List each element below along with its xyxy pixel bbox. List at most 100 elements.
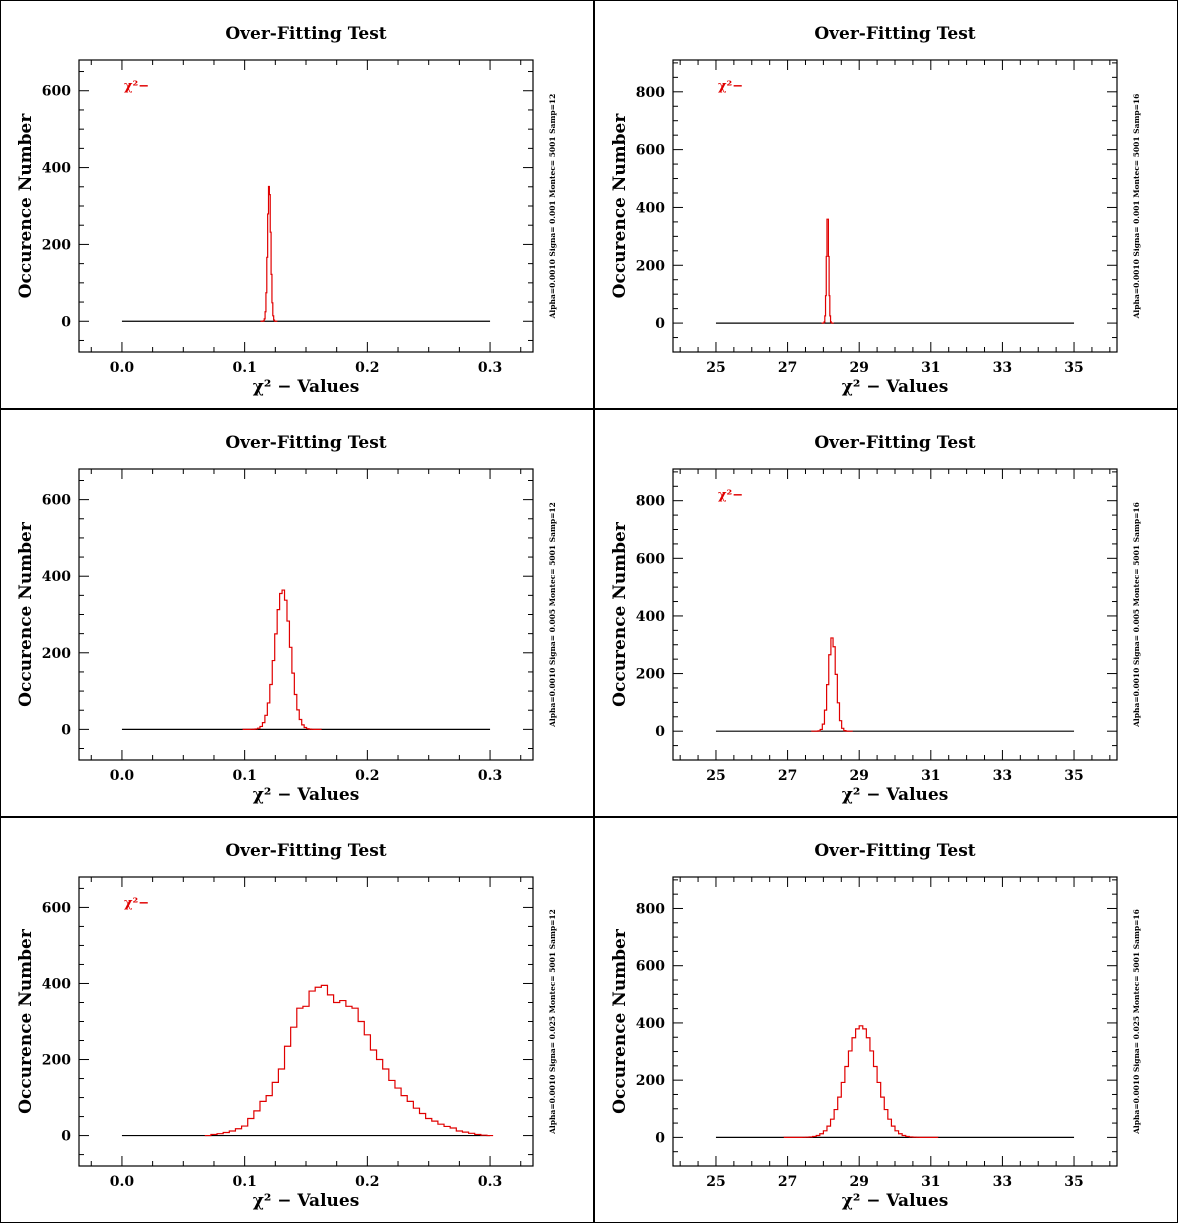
y-tick-label: 800 (636, 901, 665, 917)
y-tick-label: 0 (655, 724, 665, 740)
plot-frame (673, 877, 1117, 1166)
distribution-series (261, 186, 277, 321)
x-tick-label: 29 (849, 768, 868, 784)
y-axis-label: Occurence Number (16, 113, 36, 299)
x-tick-label: 0.0 (110, 1174, 135, 1190)
distribution-series (243, 590, 322, 729)
y-tick-label: 0 (61, 1129, 71, 1145)
plot-frame (79, 469, 533, 760)
chart-panel: Over-Fitting Test 0 200 400 600 800 25 27 29 31 33… (594, 0, 1178, 409)
legend-label: χ²− (718, 79, 743, 94)
y-tick-label: 0 (61, 722, 71, 738)
x-tick-label: 33 (993, 1174, 1012, 1190)
y-tick-label: 600 (636, 551, 665, 567)
y-tick-label: 800 (636, 85, 665, 101)
chart-svg: Over-Fitting Test 0 200 400 600 800 25 27 29 31 33… (595, 818, 1178, 1223)
chart-title: Over-Fitting Test (225, 841, 386, 861)
chart-title: Over-Fitting Test (814, 24, 975, 44)
x-axis-label: χ² − Values (842, 785, 949, 805)
chart-title: Over-Fitting Test (225, 24, 386, 44)
x-axis-label: χ² − Values (842, 1191, 949, 1211)
x-tick-label: 0.3 (478, 768, 502, 784)
chart-panel: Over-Fitting Test 0 200 400 600 800 25 27 29 31 33… (594, 409, 1178, 817)
distribution-series (822, 219, 833, 323)
x-tick-label: 25 (706, 1174, 725, 1190)
chart-svg: Over-Fitting Test 0 200 400 600 0.0 0.1 0.2 0.3 χ… (1, 818, 594, 1223)
distribution-series (812, 638, 853, 731)
y-tick-label: 200 (636, 1073, 665, 1089)
x-tick-label: 0.3 (478, 360, 502, 376)
y-tick-label: 800 (636, 494, 665, 510)
run-parameters-label: Alpha=0.0010 Signa= 0.001 Montec= 5001 S… (548, 94, 557, 320)
y-tick-label: 600 (42, 84, 71, 100)
chart-svg: Over-Fitting Test 0 200 400 600 800 25 27 29 31 33… (595, 1, 1178, 409)
x-tick-label: 0.1 (232, 1174, 256, 1190)
y-tick-label: 600 (636, 959, 665, 975)
x-tick-label: 33 (993, 360, 1012, 376)
x-tick-label: 33 (993, 768, 1012, 784)
y-tick-label: 400 (636, 200, 665, 216)
x-tick-label: 25 (706, 768, 725, 784)
x-tick-label: 27 (778, 1174, 797, 1190)
x-tick-label: 0.1 (232, 768, 256, 784)
plot-frame (79, 877, 533, 1166)
chart-svg: Over-Fitting Test 0 200 400 600 0.0 0.1 0.2 0.3 χ… (1, 1, 594, 409)
run-parameters-label: Alpha=0.0010 Signa= 0.025 Montec= 5001 S… (1132, 909, 1141, 1135)
y-tick-label: 600 (42, 900, 71, 916)
y-tick-label: 400 (636, 609, 665, 625)
y-tick-label: 0 (655, 1130, 665, 1146)
run-parameters-label: Alpha=0.0010 Signa= 0.005 Montec= 5001 S… (1132, 502, 1141, 728)
x-tick-label: 35 (1064, 768, 1083, 784)
y-axis-label: Occurence Number (16, 521, 36, 707)
run-parameters-label: Alpha=0.0010 Signa= 0.001 Montec= 5001 S… (1132, 94, 1141, 320)
y-tick-label: 200 (636, 258, 665, 274)
x-tick-label: 0.2 (355, 768, 379, 784)
chart-panel: Over-Fitting Test 0 200 400 600 0.0 0.1 0.2 0.3 χ… (0, 817, 594, 1223)
y-tick-label: 200 (636, 667, 665, 683)
chart-title: Over-Fitting Test (814, 841, 975, 861)
x-tick-label: 25 (706, 360, 725, 376)
x-tick-label: 27 (778, 360, 797, 376)
distribution-series (205, 985, 493, 1135)
chart-title: Over-Fitting Test (814, 433, 975, 453)
plot-frame (79, 60, 533, 352)
x-tick-label: 35 (1064, 360, 1083, 376)
chart-title: Over-Fitting Test (225, 433, 386, 453)
chart-svg: Over-Fitting Test 0 200 400 600 0.0 0.1 0.2 0.3 χ… (1, 410, 594, 817)
x-axis-label: χ² − Values (253, 377, 360, 397)
plot-frame (673, 60, 1117, 352)
distribution-series (784, 1026, 938, 1138)
y-tick-label: 400 (636, 1016, 665, 1032)
legend-label: χ²− (718, 488, 743, 503)
x-tick-label: 0.0 (110, 360, 135, 376)
x-tick-label: 35 (1064, 1174, 1083, 1190)
x-tick-label: 29 (849, 1174, 868, 1190)
chart-svg: Over-Fitting Test 0 200 400 600 800 25 27 29 31 33… (595, 410, 1178, 817)
x-axis-label: χ² − Values (253, 785, 360, 805)
chart-panel: Over-Fitting Test 0 200 400 600 0.0 0.1 0.2 0.3 χ… (0, 409, 594, 817)
y-tick-label: 0 (655, 316, 665, 332)
y-tick-label: 200 (42, 237, 71, 253)
y-tick-label: 600 (636, 143, 665, 159)
y-tick-label: 200 (42, 646, 71, 662)
x-tick-label: 0.3 (478, 1174, 502, 1190)
x-axis-label: χ² − Values (842, 377, 949, 397)
x-axis-label: χ² − Values (253, 1191, 360, 1211)
x-tick-label: 27 (778, 768, 797, 784)
run-parameters-label: Alpha=0.0010 Signa= 0.025 Montec= 5001 S… (548, 909, 557, 1135)
y-tick-label: 0 (61, 314, 71, 330)
plot-frame (673, 469, 1117, 760)
chart-panel: Over-Fitting Test 0 200 400 600 0.0 0.1 0.2 0.3 χ… (0, 0, 594, 409)
y-axis-label: Occurence Number (610, 113, 630, 299)
x-tick-label: 29 (849, 360, 868, 376)
x-tick-label: 31 (921, 1174, 940, 1190)
y-tick-label: 400 (42, 161, 71, 177)
x-tick-label: 0.2 (355, 360, 379, 376)
y-tick-label: 400 (42, 569, 71, 585)
y-axis-label: Occurence Number (16, 928, 36, 1114)
legend-label: χ²− (124, 896, 149, 911)
y-axis-label: Occurence Number (610, 521, 630, 707)
x-tick-label: 31 (921, 360, 940, 376)
chart-panel: Over-Fitting Test 0 200 400 600 800 25 27 29 31 33… (594, 817, 1178, 1223)
